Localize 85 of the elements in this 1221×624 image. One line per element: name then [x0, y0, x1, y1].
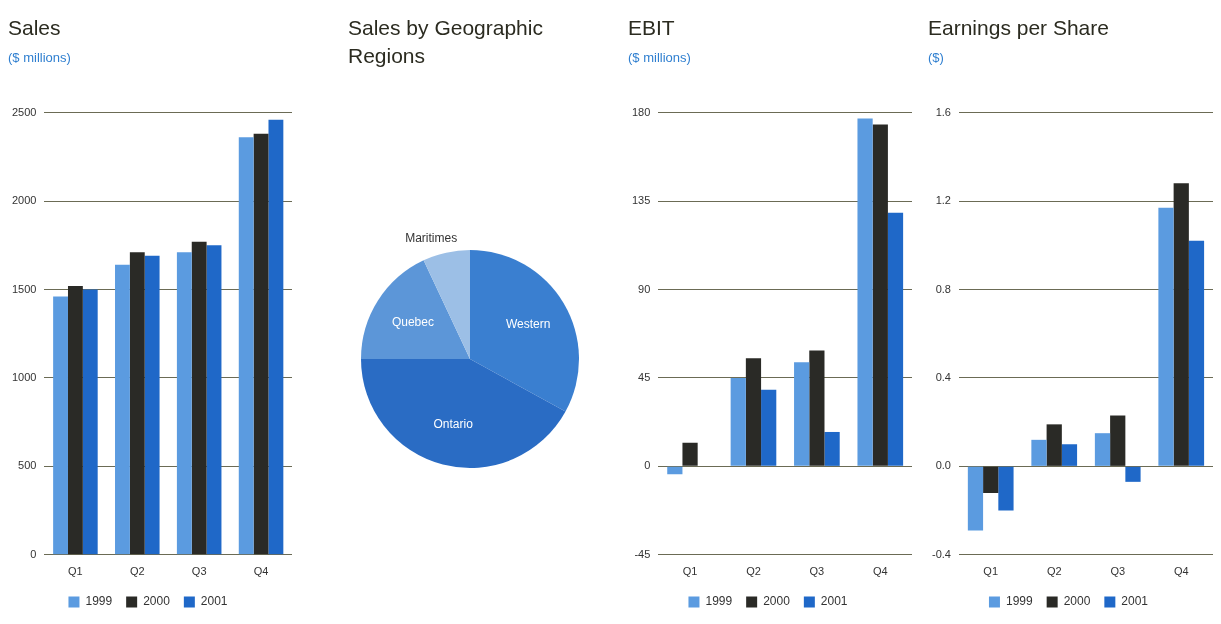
slice-label: Quebec [391, 315, 434, 330]
bar [761, 389, 777, 466]
bar [191, 241, 207, 555]
bar [1061, 444, 1078, 466]
bar [887, 212, 904, 466]
legend-label: 2000 [143, 594, 171, 609]
x-tick-label: Q1 [682, 565, 698, 578]
y-tick-label: 0.4 [935, 370, 951, 383]
x-tick-label: Q2 [1046, 565, 1062, 578]
chart-subtitle: ($ millions) [8, 50, 72, 67]
legend-label: 1999 [1005, 594, 1033, 609]
y-tick-label: 1500 [11, 282, 37, 295]
legend-label: 1999 [705, 594, 733, 609]
bar [206, 245, 222, 555]
chart-title: Earnings per Share [928, 15, 1110, 41]
y-tick-label: 1.2 [935, 194, 951, 207]
y-tick-label: 1000 [11, 370, 37, 383]
x-tick-label: Q1 [68, 565, 83, 578]
bar [983, 466, 999, 493]
y-tick-label: 0 [30, 547, 37, 560]
bar [115, 264, 130, 555]
bar [745, 358, 762, 466]
y-tick-label: 45 [638, 370, 651, 383]
legend-label: 2000 [763, 594, 791, 609]
bar [1046, 424, 1062, 466]
x-tick-label: Q3 [191, 565, 207, 578]
y-tick-label: 1.6 [935, 105, 951, 118]
bar [809, 350, 825, 466]
bar [857, 118, 873, 466]
x-tick-label: Q2 [129, 565, 145, 578]
slice-label: Western [505, 316, 551, 331]
legend-label: 2001 [1121, 594, 1149, 609]
bar [1125, 466, 1141, 482]
chart-title: EBIT [628, 15, 676, 41]
x-tick-label: Q2 [746, 565, 761, 578]
y-tick-label: 135 [631, 194, 651, 207]
x-tick-label: Q4 [1173, 565, 1189, 578]
bar [667, 466, 683, 475]
bar [794, 362, 810, 466]
bar [67, 285, 83, 555]
bar [998, 466, 1014, 511]
y-tick-label: 2000 [11, 194, 37, 207]
bar [730, 377, 746, 466]
x-tick-label: Q3 [1110, 565, 1126, 578]
x-tick-label: Q4 [253, 565, 269, 578]
y-tick-label: 180 [631, 105, 651, 118]
bar [1158, 207, 1174, 466]
bar [682, 442, 698, 466]
bar [268, 119, 284, 555]
legend-label: 2001 [200, 594, 228, 609]
y-tick-label: 0 [644, 459, 651, 472]
slice-label: Maritimes [405, 231, 458, 246]
legend-label: 1999 [85, 594, 113, 609]
y-tick-label: 500 [18, 459, 37, 472]
x-tick-label: Q4 [872, 565, 888, 578]
bar [1110, 415, 1126, 466]
bar [824, 431, 840, 466]
bar [1031, 439, 1047, 466]
x-tick-label: Q1 [983, 565, 999, 578]
bar [144, 255, 160, 555]
bar [1188, 240, 1205, 466]
x-tick-label: Q3 [809, 565, 825, 578]
bar [1173, 183, 1189, 466]
bar [238, 137, 254, 555]
y-tick-label: -45 [634, 547, 651, 560]
y-tick-label: 90 [638, 282, 651, 295]
bar [176, 252, 192, 555]
chart-subtitle: ($ millions) [628, 50, 692, 67]
y-tick-label: 0.8 [935, 282, 951, 295]
chart-title: Sales [8, 15, 62, 41]
bar [872, 124, 888, 466]
slice-label: Ontario [433, 416, 474, 431]
bar [53, 296, 68, 555]
bar [82, 289, 98, 555]
chart-subtitle: ($) [928, 50, 945, 67]
y-tick-label: -0.4 [931, 547, 951, 560]
legend-label: 2001 [820, 594, 848, 609]
y-tick-label: 2500 [11, 105, 37, 118]
chart-title: Sales by Geographic Regions [348, 15, 544, 69]
bar [967, 466, 984, 531]
bar [129, 252, 145, 555]
y-tick-label: 0.0 [935, 459, 951, 472]
bar [253, 133, 269, 555]
bar [1094, 433, 1111, 466]
legend-label: 2000 [1063, 594, 1091, 609]
